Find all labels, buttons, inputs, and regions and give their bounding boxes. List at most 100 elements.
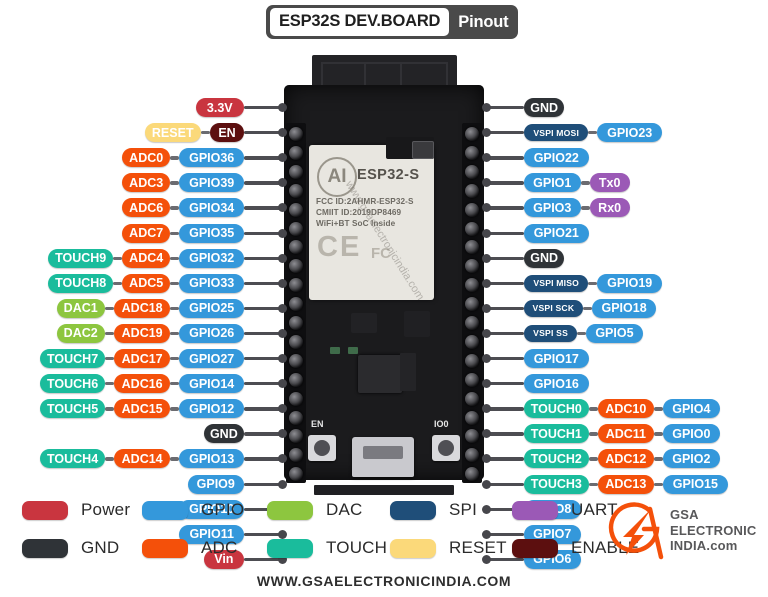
pin-label-gpio[interactable]: GPIO11 — [179, 524, 244, 544]
pin-label-gpio[interactable]: GPIO21 — [524, 223, 589, 243]
pin-label-uart[interactable]: Rx0 — [589, 198, 630, 218]
legend-label: GPIO — [201, 500, 245, 519]
pin-label-touch[interactable]: TOUCH3 — [524, 474, 589, 494]
pin-label-gpio[interactable]: GPIO36 — [179, 148, 244, 168]
pin-label-gpio[interactable]: GPIO22 — [524, 148, 589, 168]
pin-connector — [104, 306, 114, 311]
pin-label-gpio[interactable]: GPIO12 — [179, 399, 244, 419]
pin-label-gnd[interactable]: GND — [524, 248, 565, 268]
pin-label-gpio[interactable]: GPIO3 — [524, 198, 581, 218]
pin-label-gpio[interactable]: GPIO25 — [179, 298, 244, 318]
micro-usb-connector — [352, 437, 414, 477]
pin-label-spi[interactable]: VSPI SCK — [524, 299, 583, 317]
pin-lead — [244, 206, 284, 210]
pin-label-spi[interactable]: VSPI MISO — [524, 274, 589, 292]
pin-connector — [588, 482, 598, 486]
pin-label-gpio[interactable]: GPIO16 — [524, 374, 589, 394]
pin-label-touch[interactable]: TOUCH2 — [524, 449, 589, 469]
legend-swatch — [22, 500, 68, 520]
pin-label-gnd[interactable]: GND — [524, 98, 565, 117]
pin-label-adc[interactable]: ADC0 — [122, 148, 171, 168]
legend-swatch — [390, 500, 436, 520]
pin-label-gpio[interactable]: GPIO14 — [179, 374, 244, 394]
pin-label-touch[interactable]: TOUCH7 — [40, 349, 105, 368]
pin-label-adc[interactable]: ADC7 — [122, 223, 171, 243]
pin-label-gnd[interactable]: GND — [203, 424, 244, 444]
pin-label-adc[interactable]: ADC16 — [113, 374, 171, 394]
io0-boot-button[interactable] — [432, 435, 460, 461]
pin-lead — [244, 231, 284, 235]
pin-lead — [244, 457, 284, 461]
legend-label: TOUCH — [326, 538, 388, 557]
header-hole — [289, 127, 303, 141]
pin-label-gpio[interactable]: GPIO27 — [179, 349, 244, 368]
pin-connector — [170, 457, 180, 461]
pin-label-adc[interactable]: ADC19 — [113, 323, 171, 343]
pin-label-gpio[interactable]: GPIO2 — [663, 449, 720, 469]
pin-label-touch[interactable]: TOUCH0 — [524, 399, 589, 419]
pin-label-gpio[interactable]: GPIO15 — [663, 474, 728, 494]
pin-label-gpio[interactable]: GPIO0 — [663, 424, 720, 444]
legend-item-power: Power — [22, 500, 130, 520]
pin-label-gpio[interactable]: GPIO17 — [524, 349, 589, 368]
pin-label-gpio[interactable]: GPIO19 — [597, 273, 662, 293]
pin-lead — [484, 357, 524, 361]
pin-label-adc[interactable]: ADC3 — [122, 173, 171, 193]
pin-label-enable[interactable]: EN — [210, 123, 244, 143]
pin-label-adc[interactable]: ADC15 — [113, 399, 171, 419]
pin-label-adc[interactable]: ADC18 — [113, 298, 171, 318]
pin-label-gpio[interactable]: GPIO1 — [524, 173, 581, 193]
pin-label-dac[interactable]: DAC2 — [56, 323, 105, 343]
pin-lead — [244, 331, 284, 336]
pin-label-gpio[interactable]: GPIO26 — [179, 323, 244, 343]
pin-label-adc[interactable]: ADC17 — [113, 349, 171, 368]
power-ic — [404, 311, 430, 337]
pin-label-touch[interactable]: TOUCH8 — [48, 273, 113, 293]
pin-label-adc[interactable]: ADC10 — [597, 399, 655, 419]
pin-label-reset[interactable]: RESET — [144, 123, 201, 143]
pin-label-spi[interactable]: VSPI SS — [524, 324, 578, 342]
pin-label-gpio[interactable]: GPIO34 — [179, 198, 244, 218]
brand-logo: GSA ELECTRONIC INDIA.com — [604, 497, 764, 567]
pin-label-gpio[interactable]: GPIO23 — [597, 123, 662, 143]
pin-label-gpio[interactable]: GPIO39 — [179, 173, 244, 193]
pin-label-gpio[interactable]: GPIO33 — [179, 273, 244, 293]
pin-label-adc[interactable]: ADC5 — [122, 273, 171, 293]
pin-label-gpio[interactable]: GPIO7 — [524, 524, 581, 544]
pin-dot — [278, 153, 287, 163]
pin-label-gpio[interactable]: GPIO18 — [591, 298, 657, 318]
pin-label-power[interactable]: Vin — [203, 549, 244, 569]
pin-label-adc[interactable]: ADC4 — [122, 248, 171, 268]
pin-label-touch[interactable]: TOUCH5 — [40, 399, 105, 419]
pin-label-gpio[interactable]: GPIO13 — [179, 449, 244, 469]
pin-connector — [170, 281, 180, 286]
pin-label-gpio[interactable]: GPIO4 — [663, 399, 720, 419]
pin-dot — [278, 379, 287, 389]
pin-label-adc[interactable]: ADC12 — [597, 449, 655, 469]
header-hole — [289, 240, 303, 255]
pin-label-adc[interactable]: ADC6 — [122, 198, 171, 218]
pin-label-power[interactable]: 3.3V — [195, 98, 244, 117]
pin-label-gpio[interactable]: GPIO35 — [179, 223, 244, 243]
pin-lead — [484, 432, 524, 436]
pin-label-gpio[interactable]: GPIO10 — [179, 499, 244, 519]
legend-item-spi: SPI — [390, 500, 477, 520]
pin-label-touch[interactable]: TOUCH1 — [524, 424, 589, 444]
aux-header — [400, 353, 416, 391]
pin-dot — [278, 529, 287, 539]
pin-label-adc[interactable]: ADC13 — [597, 474, 655, 494]
pin-label-touch[interactable]: TOUCH9 — [48, 248, 113, 268]
pin-label-gpio[interactable]: GPIO9 — [187, 474, 244, 494]
pin-label-gpio[interactable]: GPIO32 — [179, 248, 244, 268]
pin-label-adc[interactable]: ADC11 — [597, 424, 655, 444]
pin-label-gpio[interactable]: GPIO5 — [586, 323, 643, 343]
pin-dot — [278, 203, 287, 213]
pin-label-dac[interactable]: DAC1 — [56, 298, 105, 318]
pin-label-uart[interactable]: Tx0 — [589, 173, 630, 193]
pin-label-adc[interactable]: ADC14 — [113, 449, 171, 469]
pin-label-touch[interactable]: TOUCH4 — [40, 449, 105, 469]
legend-swatch — [267, 538, 313, 558]
en-reset-button[interactable] — [308, 435, 336, 461]
pin-label-spi[interactable]: VSPI MOSI — [524, 124, 589, 142]
pin-label-touch[interactable]: TOUCH6 — [40, 374, 105, 394]
